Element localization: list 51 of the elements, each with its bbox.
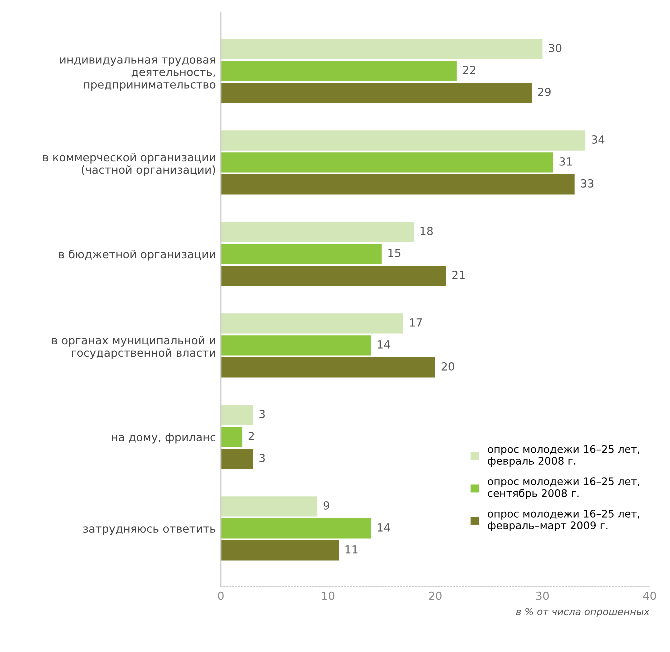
data-label: 33 [581,179,594,188]
bar [221,174,575,195]
y-tick-label: индивидуальная трудовая деятельность, предпринимательство [60,58,216,91]
x-tick-label: 20 [429,592,442,600]
data-label: 30 [549,44,562,52]
data-label: 15 [388,249,401,258]
data-label: 31 [560,157,572,166]
data-label: 18 [420,227,433,236]
y-tick-label: в бюджетной организации [59,250,216,261]
bar [221,39,543,60]
data-label: 2 [248,432,254,440]
x-tick-label: 10 [322,592,335,600]
data-label: 9 [324,502,330,510]
bar [221,518,372,539]
bar [221,449,254,470]
bar [221,222,414,242]
data-label: 17 [410,318,422,327]
bar [221,496,318,517]
data-label: 29 [538,88,551,96]
y-tick-label: на дому, фриланс [112,433,216,444]
y-tick-label: в коммерческой организации (частной организации) [44,153,216,176]
data-label: 22 [463,66,476,74]
bar [221,540,340,561]
bar [221,427,243,448]
y-tick-label: в органах муниципальной и государственной власти [52,336,216,360]
data-label: 20 [442,362,454,371]
bar [221,130,586,151]
data-label: 14 [378,340,390,349]
x-axis-title: в % от числа опрошенных [516,608,650,618]
bar [221,244,382,264]
x-tick-label: 0 [218,592,224,600]
data-label: 3 [260,410,265,418]
legend-label: опрос молодежи 16–25 лет, февраль–март 2009 г. [488,510,640,532]
legend-label: опрос молодежи 16–25 лет, сентябрь 2008 г. [488,478,640,500]
bar [221,61,457,82]
bar [221,405,254,426]
data-label: 3 [260,454,265,462]
bar [221,358,436,378]
x-tick-label: 30 [536,592,550,600]
x-tick-label: 40 [643,592,656,600]
bar [221,266,446,286]
y-tick-label: затрудняюсь ответить [84,526,216,536]
data-label: 11 [346,546,358,554]
bar [221,152,554,173]
legend-label: опрос молодежи 16–25 лет, февраль 2008 г. [488,445,640,467]
bar [221,336,372,356]
data-label: 21 [452,270,465,280]
bar [221,314,404,334]
bar [221,83,532,104]
data-label: 34 [592,136,605,144]
data-label: 14 [378,524,390,532]
